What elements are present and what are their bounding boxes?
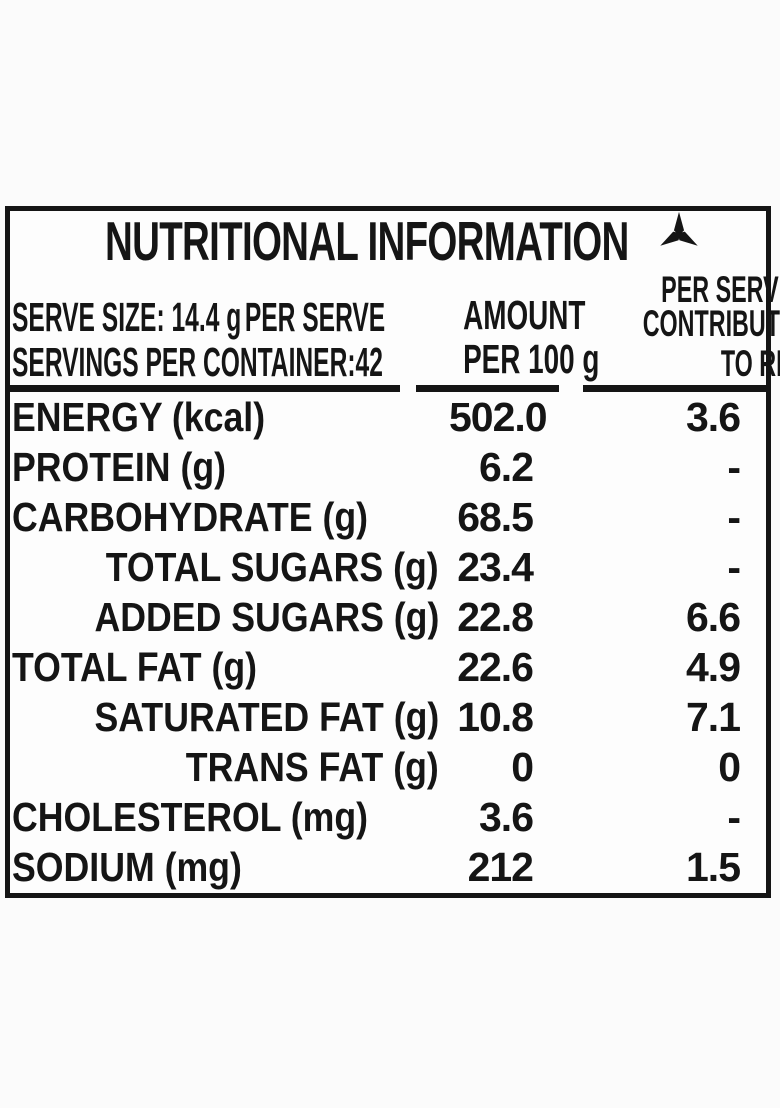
per-serve-label: PER SERVE bbox=[244, 294, 386, 340]
nutrient-label-cell: TOTAL FAT (g) bbox=[12, 642, 449, 692]
divider-segment-right bbox=[583, 385, 766, 392]
nutrition-panel: NUTRITIONAL INFORMATION SERVE SIZE: 14.4… bbox=[5, 206, 780, 898]
table-row: TOTAL SUGARS (g) 23.4 - bbox=[10, 542, 766, 592]
table-row: SODIUM (mg) 212 1.5 bbox=[10, 842, 766, 892]
serve-size-label: SERVE SIZE: 14.4 g bbox=[12, 294, 242, 340]
table-row: PROTEIN (g) 6.2 - bbox=[10, 442, 766, 492]
amount-value: 6.2 bbox=[479, 444, 534, 490]
header-divider bbox=[10, 385, 766, 392]
rda-cell: 3.6 bbox=[537, 392, 766, 442]
amount-value: 22.6 bbox=[457, 644, 534, 690]
rda-cell: - bbox=[537, 542, 766, 592]
amount-cell: 6.2 bbox=[449, 442, 537, 492]
rda-value: 3.6 bbox=[686, 394, 741, 440]
nutrient-label: CHOLESTEROL (mg) bbox=[12, 794, 369, 840]
table-row: ENERGY (kcal) 502.0 3.6 bbox=[10, 392, 766, 442]
rda-cell: 1.5 bbox=[537, 842, 766, 892]
nutrient-label-cell: PROTEIN (g) bbox=[12, 442, 449, 492]
rda-cell: 7.1 bbox=[537, 692, 766, 742]
amount-header-line2: PER 100 g bbox=[463, 336, 600, 382]
table-row: SATURATED FAT (g) 10.8 7.1 bbox=[10, 692, 766, 742]
header-amount-column: AMOUNT PER 100 g bbox=[449, 292, 600, 382]
amount-cell: 0 bbox=[449, 742, 537, 792]
amount-cell: 212 bbox=[449, 842, 537, 892]
nutrient-label-cell: ENERGY (kcal) bbox=[12, 392, 449, 442]
divider-segment-middle bbox=[416, 385, 559, 392]
nutrient-label-cell: SODIUM (mg) bbox=[12, 842, 449, 892]
panel-title-row: NUTRITIONAL INFORMATION bbox=[40, 210, 766, 272]
amount-cell: 502.0 bbox=[449, 392, 548, 442]
panel-title: NUTRITIONAL INFORMATION bbox=[104, 210, 629, 272]
nutrient-label-cell: CARBOHYDRATE (g) bbox=[12, 492, 449, 542]
rda-value: 6.6 bbox=[686, 594, 741, 640]
rda-cell: - bbox=[537, 442, 766, 492]
table-header: SERVE SIZE: 14.4 gPER SERVE SERVINGS PER… bbox=[10, 266, 780, 385]
table-row: CARBOHYDRATE (g) 68.5 - bbox=[10, 492, 766, 542]
nutrition-rows: ENERGY (kcal) 502.0 3.6 PROTEIN (g) 6.2 … bbox=[10, 392, 766, 892]
amount-cell: 3.6 bbox=[449, 792, 537, 842]
nutrient-label: PROTEIN (g) bbox=[12, 444, 227, 490]
serve-size-line: SERVE SIZE: 14.4 gPER SERVE bbox=[12, 294, 385, 340]
amount-header-line1: AMOUNT bbox=[463, 292, 586, 338]
nutrient-label: TOTAL FAT (g) bbox=[12, 644, 258, 690]
nutrient-label-cell: ADDED SUGARS (g) bbox=[12, 592, 449, 642]
rda-cell: - bbox=[537, 492, 766, 542]
rda-value: - bbox=[727, 494, 741, 540]
rda-value: 0 bbox=[718, 744, 741, 790]
rda-header-line2: CONTRIBUTION bbox=[642, 303, 780, 344]
rda-cell: 4.9 bbox=[537, 642, 766, 692]
nutrient-label: TOTAL SUGARS (g) bbox=[106, 544, 439, 590]
nutrient-label: SATURATED FAT (g) bbox=[94, 694, 439, 740]
divider-segment-left bbox=[10, 385, 400, 392]
table-row: TOTAL FAT (g) 22.6 4.9 bbox=[10, 642, 766, 692]
rda-cell: 6.6 bbox=[537, 592, 766, 642]
rda-value: - bbox=[727, 794, 741, 840]
amount-cell: 68.5 bbox=[449, 492, 537, 542]
rda-value: 7.1 bbox=[686, 694, 741, 740]
rda-cell: 0 bbox=[537, 742, 766, 792]
nutrient-label: ADDED SUGARS (g) bbox=[94, 594, 439, 640]
amount-value: 68.5 bbox=[457, 494, 534, 540]
nutrient-label: CARBOHYDRATE (g) bbox=[12, 494, 369, 540]
rda-header-line1: PER SERVE % bbox=[661, 269, 780, 310]
amount-value: 212 bbox=[467, 844, 534, 890]
nutrient-label-cell: TRANS FAT (g) bbox=[12, 742, 449, 792]
table-row: ADDED SUGARS (g) 22.8 6.6 bbox=[10, 592, 766, 642]
amount-value: 22.8 bbox=[457, 594, 534, 640]
rda-value: 4.9 bbox=[686, 644, 741, 690]
to-rda-label: TO RDA bbox=[720, 343, 780, 384]
amount-cell: 22.6 bbox=[449, 642, 537, 692]
table-row: CHOLESTEROL (mg) 3.6 - bbox=[10, 792, 766, 842]
rda-value: - bbox=[727, 444, 741, 490]
amount-value: 10.8 bbox=[457, 694, 534, 740]
nutrient-label-cell: CHOLESTEROL (mg) bbox=[12, 792, 449, 842]
rda-cell: - bbox=[537, 792, 766, 842]
rda-value: - bbox=[727, 544, 741, 590]
amount-value: 502.0 bbox=[449, 394, 548, 440]
servings-line: SERVINGS PER CONTAINER:42 bbox=[12, 340, 383, 385]
nutrient-label-cell: TOTAL SUGARS (g) bbox=[12, 542, 449, 592]
nutrient-label: SODIUM (mg) bbox=[12, 844, 242, 890]
nutrient-label: ENERGY (kcal) bbox=[12, 394, 266, 440]
table-row: TRANS FAT (g) 0 0 bbox=[10, 742, 766, 792]
nutrient-label-cell: SATURATED FAT (g) bbox=[12, 692, 449, 742]
nutrient-label: TRANS FAT (g) bbox=[186, 744, 439, 790]
rda-value: 1.5 bbox=[686, 844, 741, 890]
amount-cell: 10.8 bbox=[449, 692, 537, 742]
rda-header-line3: TO RDA✦ bbox=[643, 341, 780, 384]
three-pointed-star-icon bbox=[659, 211, 698, 246]
amount-value: 3.6 bbox=[479, 794, 534, 840]
header-serving-info: SERVE SIZE: 14.4 gPER SERVE SERVINGS PER… bbox=[12, 295, 449, 385]
amount-cell: 22.8 bbox=[449, 592, 537, 642]
amount-value: 0 bbox=[511, 744, 534, 790]
amount-cell: 23.4 bbox=[449, 542, 537, 592]
amount-value: 23.4 bbox=[457, 544, 534, 590]
header-rda-column: PER SERVE % CONTRIBUTION TO RDA✦ bbox=[537, 269, 780, 384]
servings-per-container-label: SERVINGS PER CONTAINER:42 bbox=[12, 339, 383, 385]
